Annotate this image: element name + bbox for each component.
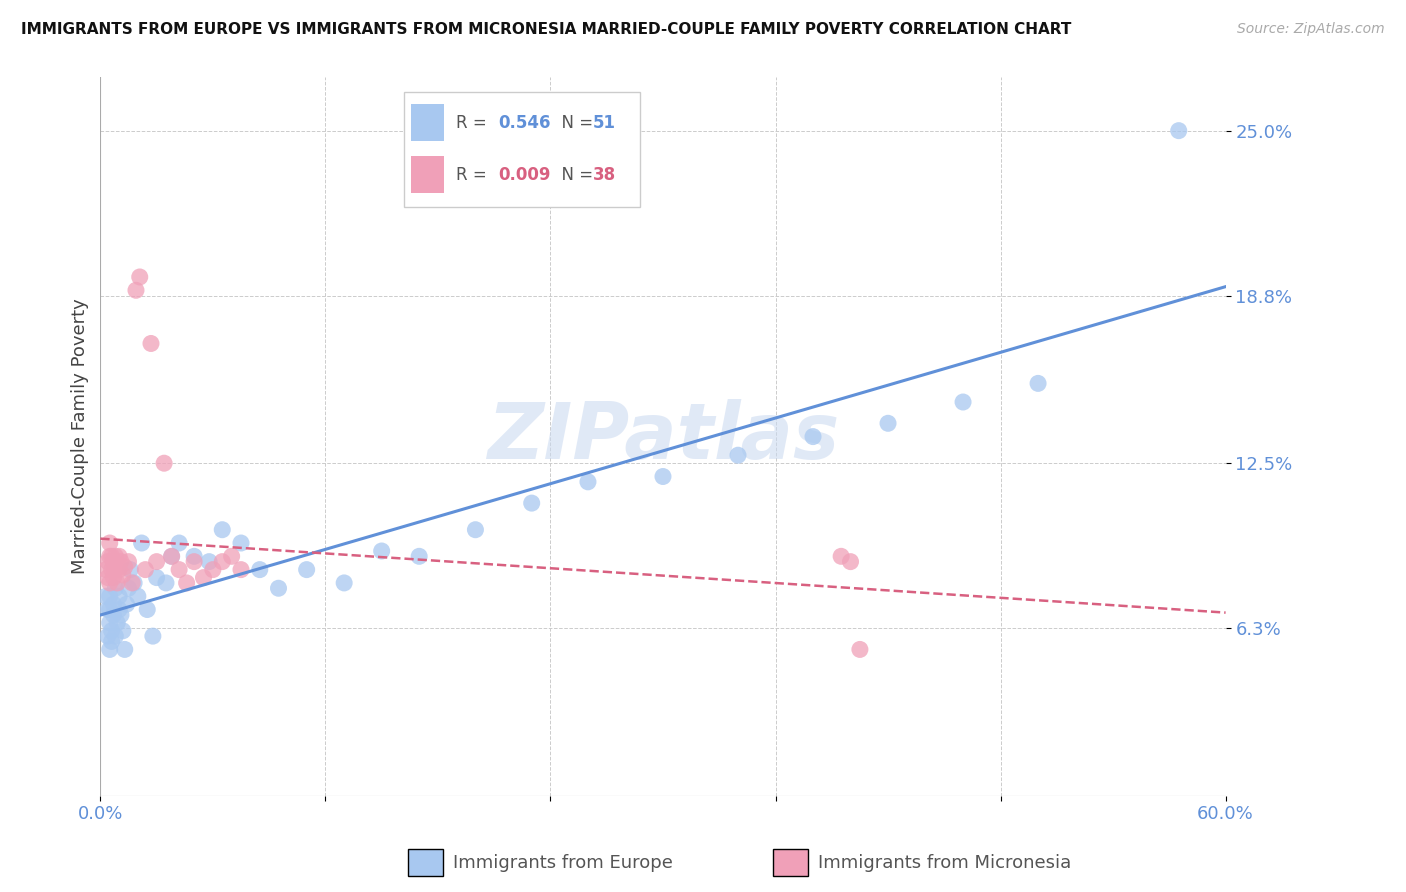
- Point: [104, 581, 127, 595]
- Point: [108, 549, 131, 564]
- Point: [211, 523, 233, 537]
- Point: [201, 563, 224, 577]
- Point: [1026, 376, 1049, 391]
- Point: [131, 536, 153, 550]
- Point: [100, 634, 122, 648]
- Text: Immigrants from Europe: Immigrants from Europe: [453, 854, 672, 871]
- Point: [122, 576, 145, 591]
- Point: [117, 581, 139, 595]
- Point: [115, 597, 138, 611]
- Point: [211, 555, 233, 569]
- Point: [142, 629, 165, 643]
- Point: [295, 563, 318, 577]
- Point: [849, 642, 872, 657]
- Point: [155, 576, 177, 591]
- Point: [153, 456, 176, 470]
- Point: [98, 602, 121, 616]
- Point: [108, 563, 131, 577]
- Point: [105, 615, 128, 630]
- Point: [520, 496, 543, 510]
- Point: [94, 563, 117, 577]
- Point: [103, 607, 125, 622]
- Text: ZIPatlas: ZIPatlas: [486, 399, 839, 475]
- Point: [167, 563, 190, 577]
- Point: [408, 549, 430, 564]
- Point: [229, 536, 252, 550]
- Point: [97, 571, 120, 585]
- Point: [94, 589, 117, 603]
- Point: [877, 417, 900, 431]
- Point: [98, 576, 121, 591]
- Point: [108, 602, 131, 616]
- Point: [103, 597, 125, 611]
- Point: [249, 563, 271, 577]
- Point: [127, 589, 149, 603]
- Point: [333, 576, 356, 591]
- Point: [111, 624, 134, 638]
- Point: [114, 642, 136, 657]
- Point: [167, 536, 190, 550]
- Y-axis label: Married-Couple Family Poverty: Married-Couple Family Poverty: [72, 299, 89, 574]
- Point: [104, 549, 127, 564]
- Point: [952, 395, 974, 409]
- Point: [839, 555, 862, 569]
- Point: [121, 576, 143, 591]
- Point: [104, 629, 127, 643]
- Point: [97, 629, 120, 643]
- Point: [193, 571, 215, 585]
- Point: [108, 589, 131, 603]
- Point: [97, 555, 120, 569]
- Point: [103, 571, 125, 585]
- Point: [98, 615, 121, 630]
- Point: [128, 270, 150, 285]
- Point: [103, 555, 125, 569]
- Point: [110, 555, 132, 569]
- Text: IMMIGRANTS FROM EUROPE VS IMMIGRANTS FROM MICRONESIA MARRIED-COUPLE FAMILY POVER: IMMIGRANTS FROM EUROPE VS IMMIGRANTS FRO…: [21, 22, 1071, 37]
- Point: [100, 624, 122, 638]
- Point: [183, 555, 205, 569]
- Point: [117, 555, 139, 569]
- Point: [145, 571, 167, 585]
- Point: [145, 555, 167, 569]
- Point: [125, 283, 148, 297]
- Point: [267, 581, 290, 595]
- Point: [98, 536, 121, 550]
- FancyBboxPatch shape: [773, 849, 808, 876]
- Point: [1167, 123, 1189, 137]
- Point: [100, 563, 122, 577]
- Point: [98, 589, 121, 603]
- Point: [464, 523, 486, 537]
- Point: [120, 563, 142, 577]
- Text: Immigrants from Micronesia: Immigrants from Micronesia: [818, 854, 1071, 871]
- Point: [198, 555, 221, 569]
- Point: [830, 549, 852, 564]
- Point: [652, 469, 675, 483]
- Point: [104, 563, 127, 577]
- Point: [100, 549, 122, 564]
- Point: [176, 576, 198, 591]
- Point: [98, 549, 121, 564]
- Point: [576, 475, 599, 489]
- Point: [160, 549, 183, 564]
- Point: [229, 563, 252, 577]
- Point: [160, 549, 183, 564]
- Point: [98, 642, 121, 657]
- Point: [801, 429, 824, 443]
- Point: [111, 568, 134, 582]
- Point: [97, 602, 120, 616]
- Point: [370, 544, 392, 558]
- Point: [727, 448, 749, 462]
- Point: [136, 602, 159, 616]
- FancyBboxPatch shape: [408, 849, 443, 876]
- Point: [134, 563, 156, 577]
- Text: Source: ZipAtlas.com: Source: ZipAtlas.com: [1237, 22, 1385, 37]
- Point: [105, 576, 128, 591]
- Point: [139, 336, 162, 351]
- Point: [221, 549, 243, 564]
- Point: [183, 549, 205, 564]
- Point: [110, 607, 132, 622]
- Point: [114, 560, 136, 574]
